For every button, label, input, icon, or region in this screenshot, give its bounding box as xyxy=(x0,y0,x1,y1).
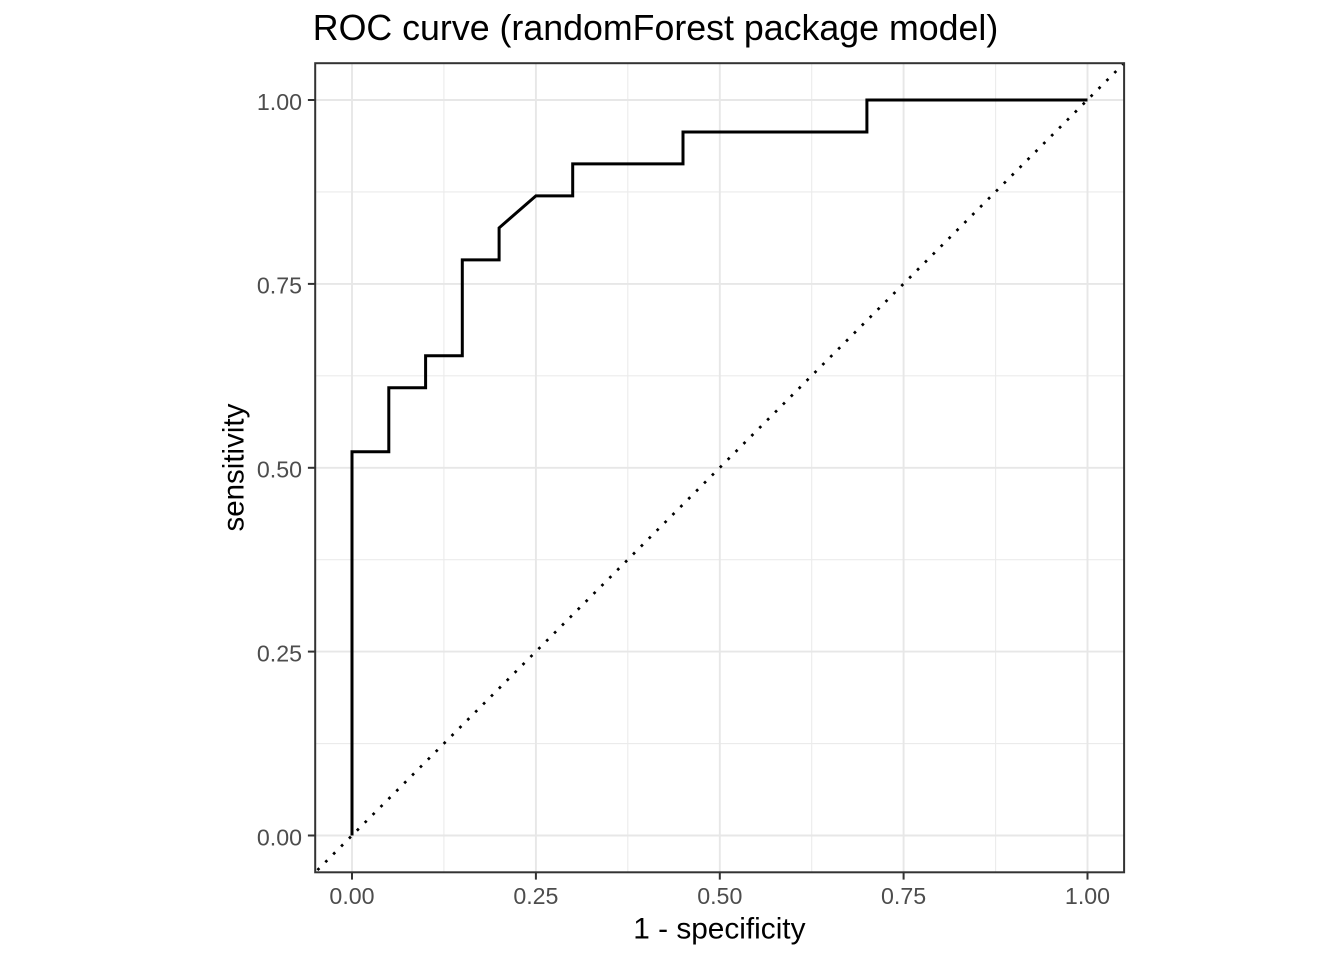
svg-text:1 - specificity: 1 - specificity xyxy=(633,913,805,946)
svg-text:sensitivity: sensitivity xyxy=(218,403,251,531)
svg-text:0.50: 0.50 xyxy=(257,457,302,483)
svg-text:0.00: 0.00 xyxy=(329,883,374,909)
svg-text:0.00: 0.00 xyxy=(257,824,302,850)
svg-text:0.25: 0.25 xyxy=(257,640,302,666)
svg-text:1.00: 1.00 xyxy=(1065,883,1110,909)
svg-text:0.25: 0.25 xyxy=(513,883,558,909)
svg-text:1.00: 1.00 xyxy=(257,89,302,115)
svg-text:0.75: 0.75 xyxy=(257,273,302,299)
svg-text:0.50: 0.50 xyxy=(697,883,742,909)
svg-text:0.75: 0.75 xyxy=(881,883,926,909)
svg-text:ROC curve (randomForest packag: ROC curve (randomForest package model) xyxy=(313,8,998,48)
